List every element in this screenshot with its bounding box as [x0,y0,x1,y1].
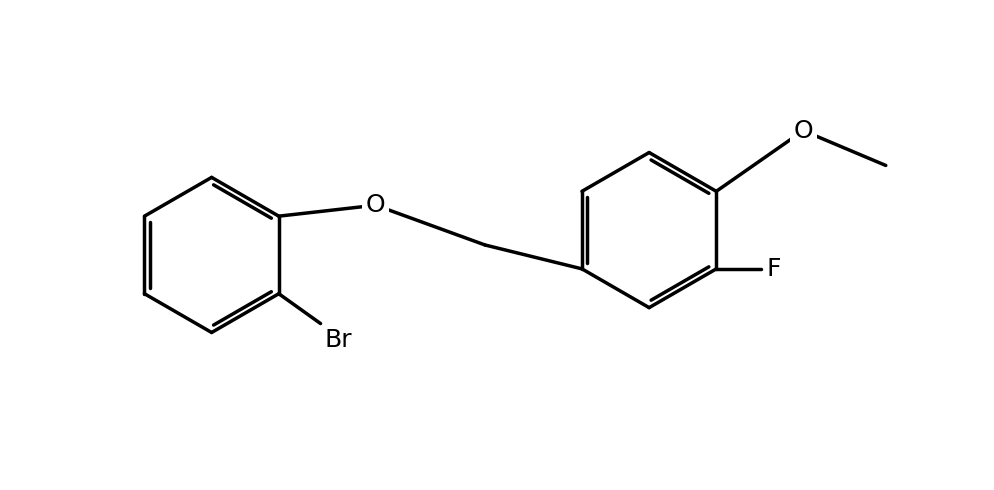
Text: O: O [793,119,813,143]
Text: O: O [366,193,386,217]
Text: F: F [766,257,780,281]
Text: Br: Br [324,327,352,351]
